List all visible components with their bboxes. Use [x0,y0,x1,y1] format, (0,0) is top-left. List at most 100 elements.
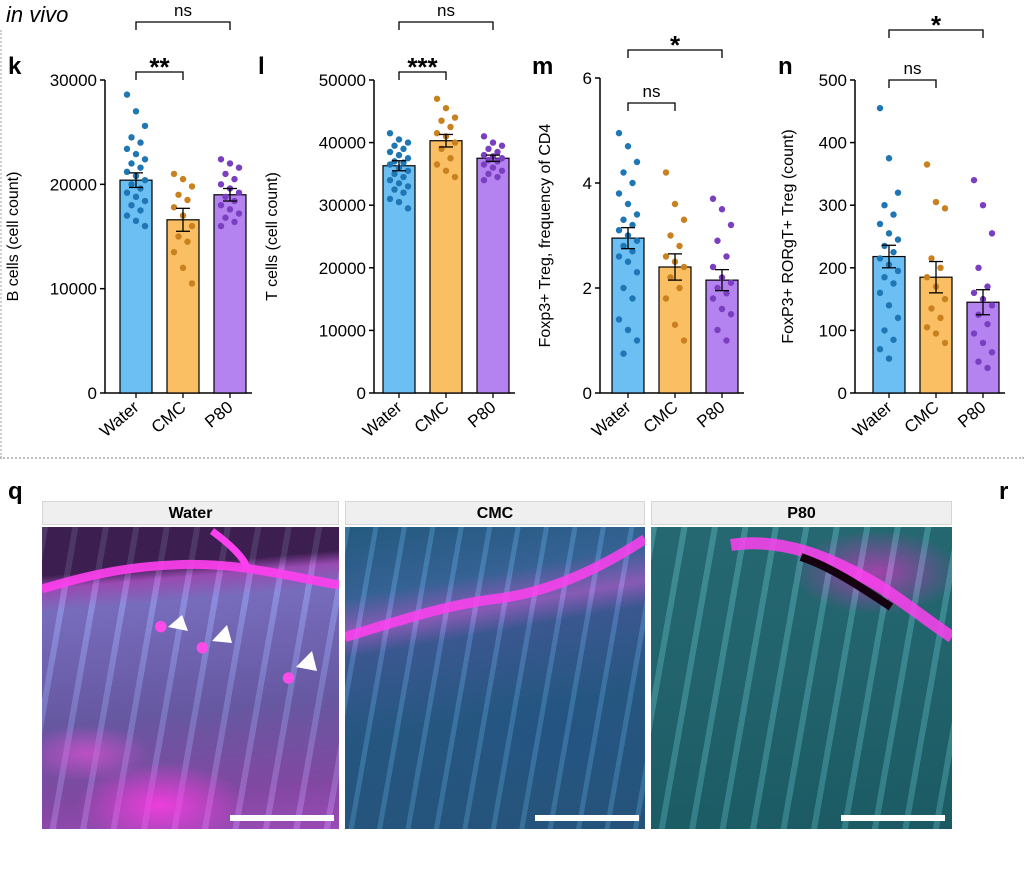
data-point-water [885,230,893,237]
data-point-p80 [231,218,238,226]
data-point-p80 [718,206,726,213]
data-point-p80 [714,284,721,292]
data-point-water [137,207,144,214]
data-point-water [620,350,627,357]
data-point-water [400,145,407,153]
y-tick-label: 200 [819,259,847,278]
section-divider-left [0,30,2,458]
data-point-water [386,195,394,203]
data-point-water [128,160,135,167]
data-point-water [137,185,144,192]
data-point-water [890,336,897,343]
data-point-water [624,143,632,150]
micrograph-p80 [651,527,952,829]
data-point-water [629,295,636,302]
data-point-p80 [217,156,225,163]
data-point-p80 [235,164,243,171]
data-point-p80 [485,170,492,178]
data-point-water [615,190,623,197]
data-point-water [881,327,888,334]
y-tick-label: 40000 [319,134,366,153]
data-point-p80 [217,222,225,230]
significance-bracket [627,102,676,111]
y-axis-label: FoxP3+ RORgT+ Treg (count) [780,129,797,343]
data-point-p80 [723,337,730,344]
data-point-water [391,186,398,193]
data-point-cmc [175,191,182,198]
data-point-p80 [498,167,506,174]
data-point-cmc [932,330,940,337]
data-point-cmc [184,196,191,204]
data-point-water [141,122,149,130]
data-point-water [395,180,403,187]
data-point-cmc [671,200,679,208]
bar-cmc [166,219,200,394]
data-point-p80 [226,160,234,167]
panel-letter-m: m [532,53,553,80]
data-point-cmc [941,205,949,212]
chart-k: k 0 10000 20000 30000 B cells (cell count) Wat… [5,1,252,441]
data-point-cmc [188,280,196,287]
data-point-water [885,302,893,309]
significance-bracket [135,21,231,30]
data-point-water [629,221,636,229]
significance-bracket [135,71,184,80]
data-point-cmc [671,321,679,328]
data-point-p80 [975,264,982,271]
data-point-water [894,267,902,275]
significance-label: *** [407,52,438,82]
data-point-water [141,197,149,205]
data-point-cmc [175,233,182,240]
data-point-water [123,91,131,98]
data-point-water [132,150,140,158]
data-point-water [615,129,623,137]
data-point-p80 [217,181,225,188]
data-point-water [894,314,902,322]
data-point-cmc [442,167,450,174]
data-point-water [400,173,407,181]
data-point-p80 [489,139,497,146]
data-point-water [890,280,897,287]
data-point-cmc [184,238,191,245]
micrograph-p80-overlay [730,537,952,643]
scale-bar-p80 [841,815,945,821]
data-point-p80 [970,289,978,297]
data-point-p80 [235,210,243,217]
data-point-water [123,145,131,153]
panel-letter-l: l [258,53,265,80]
data-point-water [633,237,641,244]
data-point-cmc [662,169,670,176]
x-tick-label-p80: P80 [201,398,236,432]
data-point-cmc [941,339,949,347]
data-point-p80 [709,263,717,271]
significance-bracket [398,21,494,30]
data-point-p80 [727,221,735,229]
data-point-water [137,139,144,146]
condition-label: in vivo [6,2,69,27]
data-point-water [395,151,403,159]
data-point-water [876,104,884,112]
data-point-water [132,108,140,115]
data-point-p80 [489,164,497,171]
data-point-water [404,205,412,212]
data-point-cmc [676,242,683,250]
data-point-water [876,289,884,297]
panel-letter-r: r [999,478,1009,505]
x-tick-label-water: Water [588,397,635,441]
bar-water [872,255,906,394]
data-point-water [386,130,394,137]
data-point-p80 [222,214,229,221]
y-tick-label: 0 [838,384,847,403]
data-point-cmc [433,95,441,102]
data-point-cmc [451,114,459,121]
data-point-water [894,189,902,196]
significance-label: ns [904,59,922,78]
data-point-cmc [667,274,674,281]
data-point-p80 [494,148,501,156]
data-point-water [128,202,135,209]
significance-label: ns [174,1,192,20]
y-axis-label: T cells (cell count) [264,172,281,301]
data-point-cmc [928,305,935,312]
data-point-water [404,183,412,190]
data-point-water [395,198,403,206]
